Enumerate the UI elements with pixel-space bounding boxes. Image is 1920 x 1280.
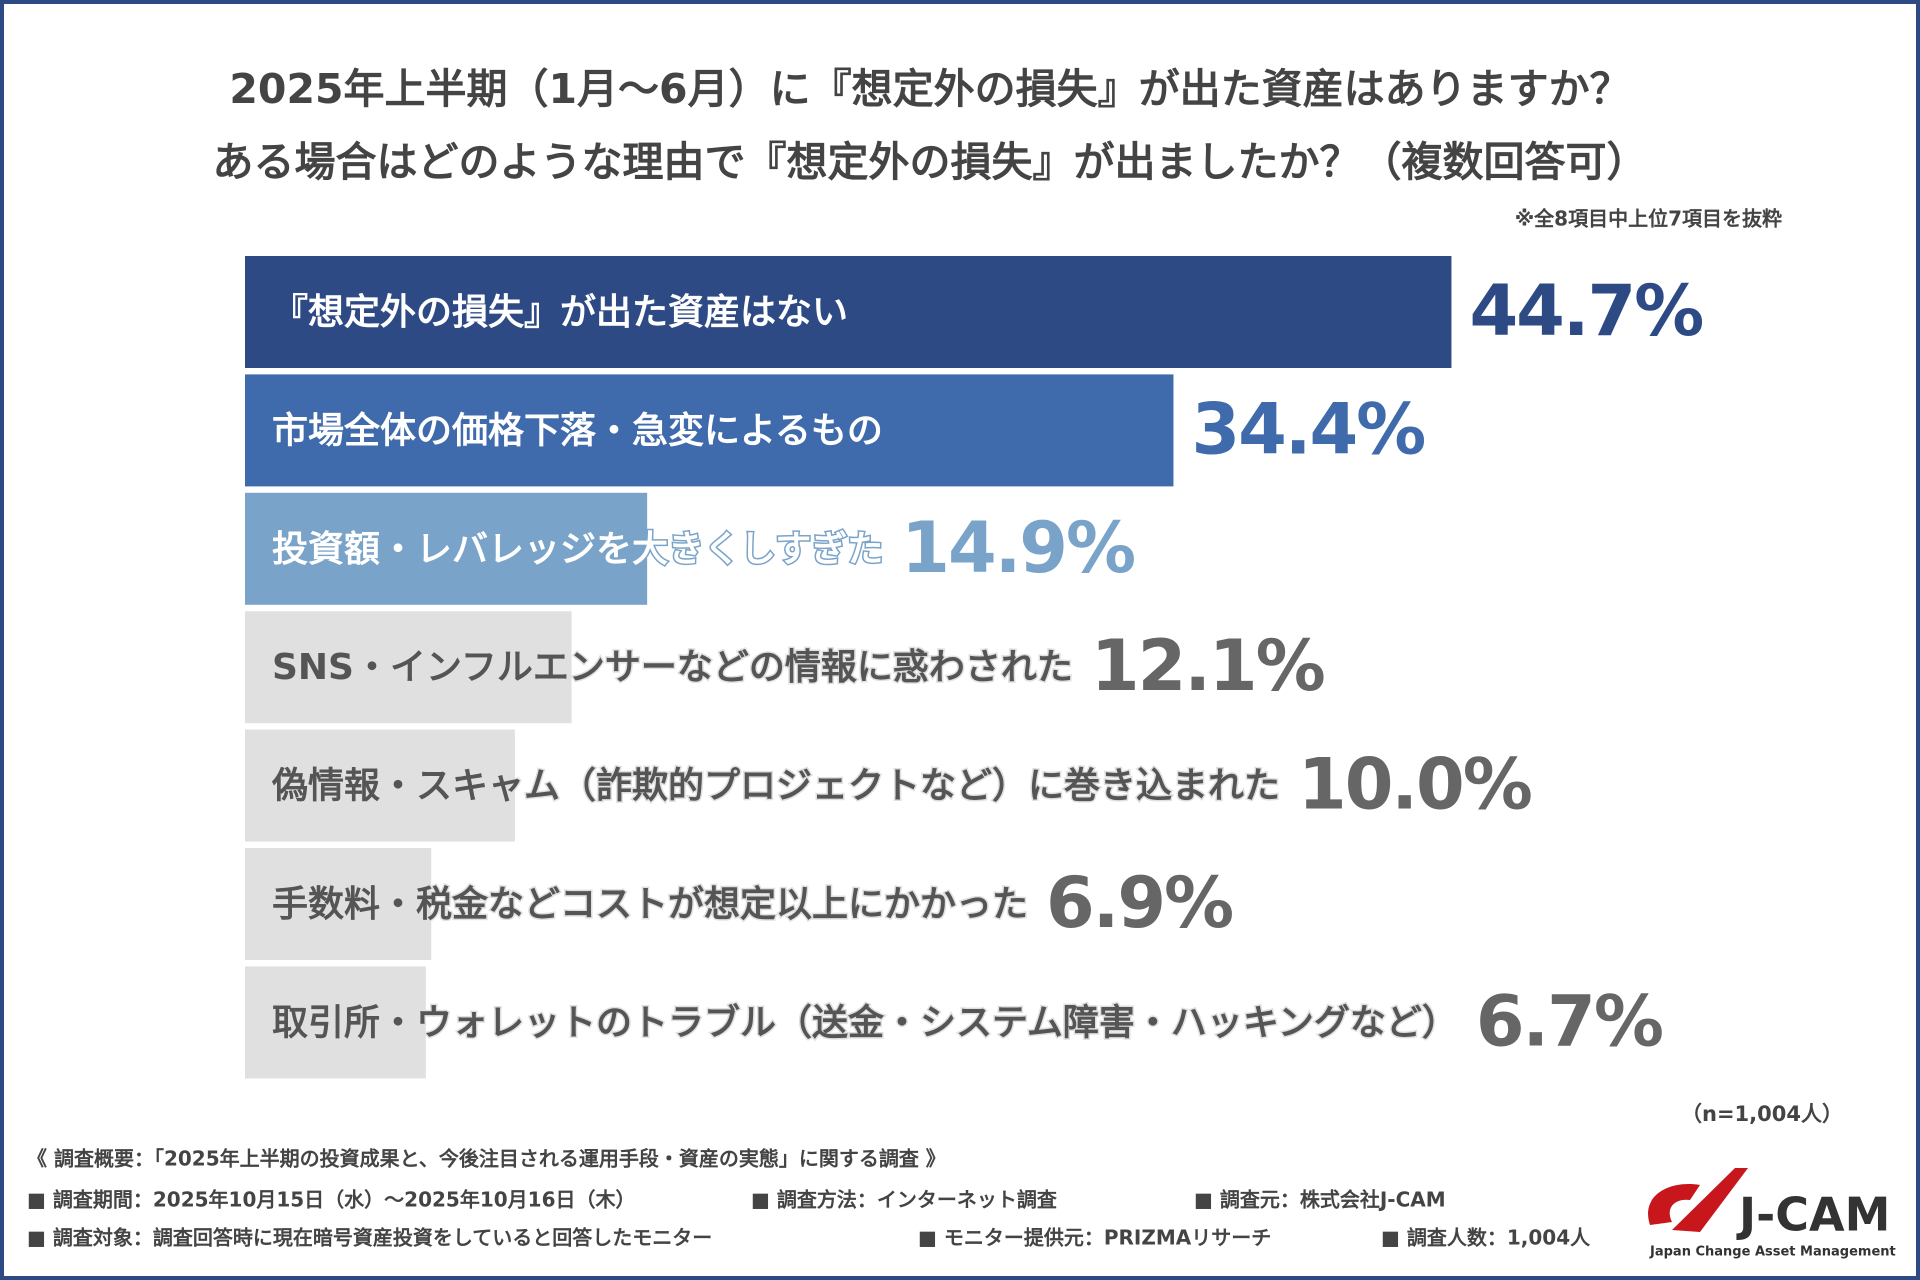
category-label: 取引所・ウォレットのトラブル（送金・システム障害・ハッキングなど） — [272, 1001, 1458, 1043]
category-label: 『想定外の損失』が出た資産はない — [272, 292, 848, 333]
footer-item: ■ 調査元：株式会社J-CAM — [1194, 1188, 1446, 1212]
value-label: 14.9% — [901, 507, 1134, 589]
value-label: 10.0% — [1298, 744, 1531, 826]
footer-item: ■ 調査方法：インターネット調査 — [751, 1188, 1057, 1212]
bar — [245, 966, 426, 1079]
title-line: ある場合はどのような理由で『想定外の損失』が出ましたか？（複数回答可） — [213, 138, 1648, 186]
category-label: SNS・インフルエンサーなどの情報に惑わされた — [272, 647, 1073, 688]
category-label: 投資額・レバレッジを大きくしすぎた — [272, 529, 883, 570]
footer-item: ■ モニター提供元：PRIZMAリサーチ — [918, 1226, 1271, 1250]
bar — [245, 729, 515, 842]
bar — [245, 374, 1174, 487]
bar — [245, 256, 1452, 368]
value-label: 6.9% — [1046, 862, 1232, 944]
footer-summary: 《 調査概要：「2025年上半期の投資成果と、今後注目される運用手段・資産の実態… — [27, 1147, 946, 1171]
value-label: 12.1% — [1091, 625, 1324, 707]
bar — [245, 611, 572, 724]
logo-slash — [1672, 1168, 1748, 1232]
logo-tagline: Japan Change Asset Management — [1649, 1245, 1896, 1260]
value-label: 6.7% — [1476, 980, 1662, 1062]
title-line: 2025年上半期（1月〜6月）に『想定外の損失』が出た資産はありますか？ — [229, 65, 1630, 113]
note: ※全8項目中上位7項目を抜粋 — [1515, 207, 1782, 231]
bar — [245, 848, 432, 960]
logo-name: J-CAM — [1736, 1188, 1890, 1242]
logo-swoosh — [1648, 1184, 1700, 1225]
footer-item: ■ 調査対象：調査回答時に現在暗号資産投資をしていると回答したモニター — [27, 1226, 712, 1250]
category-label: 市場全体の価格下落・急変によるもの — [272, 409, 883, 451]
category-label: 手数料・税金などコストが想定以上にかかった — [272, 883, 1028, 925]
logo: J-CAM Japan Change Asset Management — [1648, 1168, 1896, 1260]
value-label: 34.4% — [1191, 388, 1424, 470]
sample-size: （n=1,004人） — [1681, 1102, 1843, 1126]
footer-item: ■ 調査期間：2025年10月15日（水）～2025年10月16日（木） — [27, 1188, 636, 1212]
value-label: 44.7% — [1469, 270, 1702, 352]
bar — [245, 492, 648, 605]
category-label: 偽情報・スキャム（詐欺的プロジェクトなど）に巻き込まれた — [271, 766, 1280, 807]
footer-item: ■ 調査人数：1,004人 — [1381, 1226, 1591, 1250]
